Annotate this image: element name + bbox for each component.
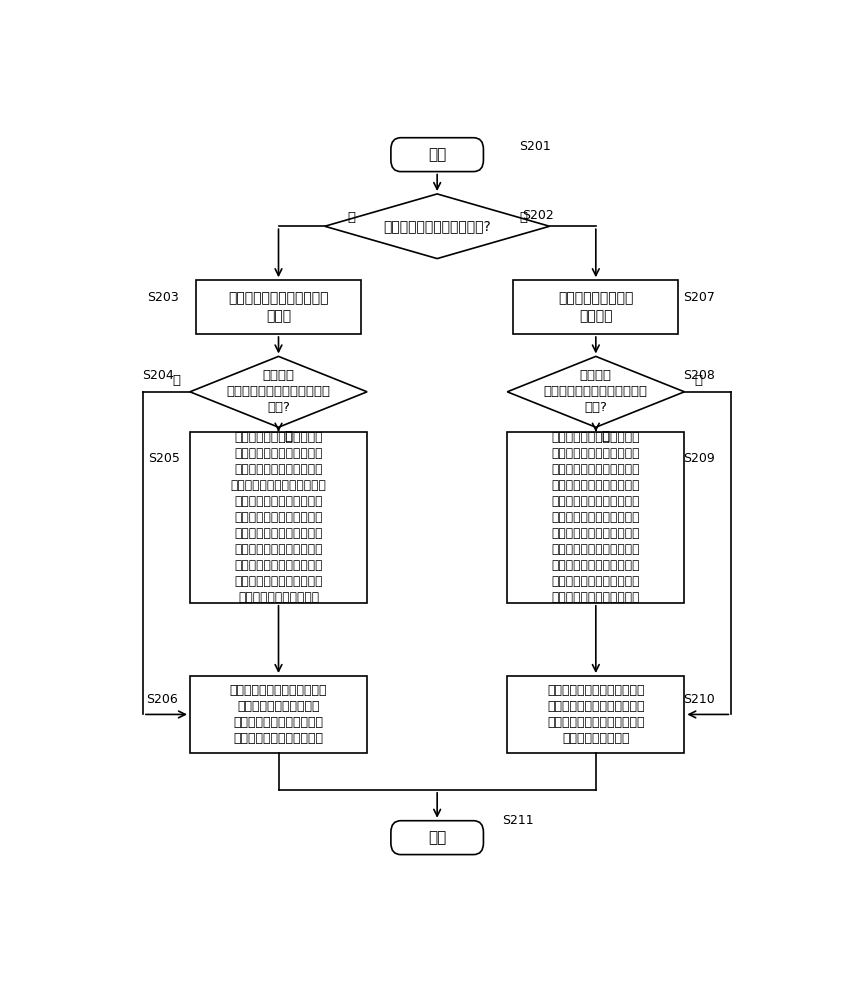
Text: S206: S206 <box>147 693 178 706</box>
Polygon shape <box>325 194 549 259</box>
Text: 从网络服务器端获取与第二
位置信息相关的第二词汇，
将第二词汇添加入本地词库
中；删除地域信息队列中位
于最末端的地域信息并根据
所删除的地域信息在本地词
库中: 从网络服务器端获取与第二 位置信息相关的第二词汇， 将第二词汇添加入本地词库 中… <box>551 431 639 604</box>
Bar <box>513 280 677 334</box>
Text: 将第一位置信息设置为地域信
息队列中的第一地域信息
，并将地域信息队列中其余
的地域信息的排列顺序顺延: 将第一位置信息设置为地域信 息队列中的第一地域信息 ，并将地域信息队列中其余 的… <box>229 684 327 745</box>
Bar <box>196 280 360 334</box>
Text: 开始: 开始 <box>428 147 446 162</box>
Text: S205: S205 <box>148 452 180 465</box>
Text: 判断第二
位置信息与地域信息队列是否
相符?: 判断第二 位置信息与地域信息队列是否 相符? <box>544 369 647 414</box>
Text: S201: S201 <box>519 140 550 153</box>
Bar <box>190 676 366 753</box>
Text: S209: S209 <box>682 452 714 465</box>
Text: 是: 是 <box>172 374 180 387</box>
Text: S207: S207 <box>682 291 714 304</box>
Text: 否: 否 <box>601 430 609 443</box>
Polygon shape <box>507 356 683 427</box>
Text: 否: 否 <box>284 430 292 443</box>
Text: S203: S203 <box>147 291 179 304</box>
Text: S202: S202 <box>521 209 553 222</box>
Text: 是: 是 <box>694 374 701 387</box>
Bar <box>190 432 366 603</box>
Bar <box>507 432 683 603</box>
Text: S204: S204 <box>141 369 173 382</box>
Text: 否: 否 <box>347 211 354 224</box>
Text: 判断第一
位置信息与地域信息队列是否
相符?: 判断第一 位置信息与地域信息队列是否 相符? <box>227 369 330 414</box>
Text: 从网络服务器端获取与第一
位置信息相关的第一词汇，
将第一词汇添加入本地词库
中；删除地域信息队列中位于
最末端的地域信息并根据所
删除的地域信息在本地词库
中: 从网络服务器端获取与第一 位置信息相关的第一词汇， 将第一词汇添加入本地词库 中… <box>230 431 326 604</box>
FancyBboxPatch shape <box>390 821 483 855</box>
Text: 是: 是 <box>519 211 527 224</box>
Text: 获取对方所处的第二
位置信息: 获取对方所处的第二 位置信息 <box>557 291 633 323</box>
Text: S211: S211 <box>501 814 533 827</box>
Text: 结束: 结束 <box>428 830 446 845</box>
Text: S210: S210 <box>682 693 714 706</box>
Bar <box>507 676 683 753</box>
Text: 获取移动终端所处的第一位
置信息: 获取移动终端所处的第一位 置信息 <box>228 291 328 323</box>
FancyBboxPatch shape <box>390 138 483 172</box>
Text: 是否通过输入法与他人交流?: 是否通过输入法与他人交流? <box>383 219 491 233</box>
Text: 将第二位置信息设置为地域信
息队列中的第一地域信息，并
将地域信息队列中其余的地域
信息的排列顺序顺延: 将第二位置信息设置为地域信 息队列中的第一地域信息，并 将地域信息队列中其余的地… <box>546 684 644 745</box>
Polygon shape <box>190 356 366 427</box>
Text: S208: S208 <box>682 369 714 382</box>
